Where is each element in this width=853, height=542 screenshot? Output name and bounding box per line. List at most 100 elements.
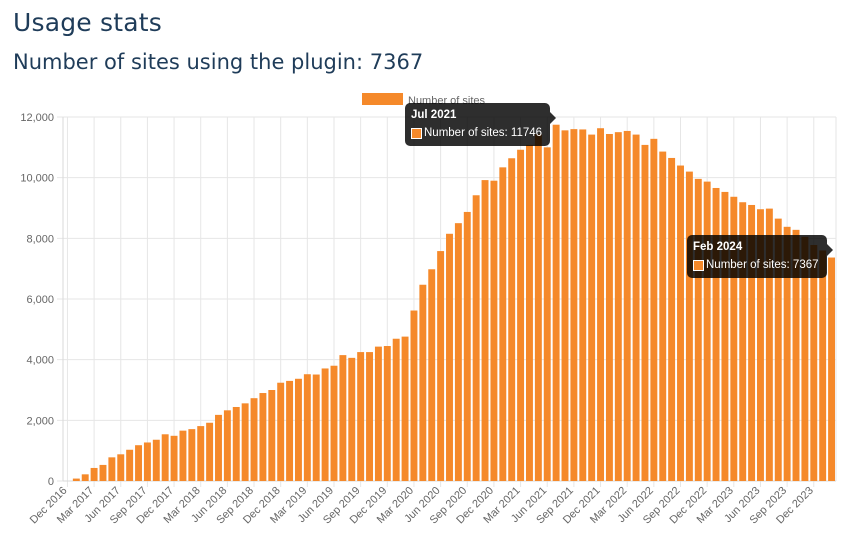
y-tick-label: 12,000	[20, 112, 54, 124]
bar[interactable]	[694, 178, 702, 481]
bar[interactable]	[303, 374, 311, 481]
bar[interactable]	[552, 124, 560, 482]
bar[interactable]	[366, 352, 373, 481]
page-subtitle: Number of sites using the plugin: 7367	[13, 50, 424, 74]
tooltip-swatch	[411, 127, 422, 139]
bar[interactable]	[357, 352, 365, 481]
bar[interactable]	[605, 133, 613, 481]
tooltip-title: Feb 2024	[693, 241, 743, 253]
bar[interactable]	[90, 467, 98, 481]
bar[interactable]	[215, 414, 222, 481]
bar[interactable]	[561, 130, 569, 481]
tooltip-peak: Jul 2021 Number of sites: 11746	[405, 103, 557, 146]
bar[interactable]	[632, 134, 640, 482]
bar[interactable]	[383, 346, 391, 481]
y-tick-label: 6,000	[26, 294, 54, 306]
bar[interactable]	[765, 208, 773, 481]
bar[interactable]	[392, 338, 400, 481]
bar[interactable]	[499, 167, 507, 481]
bar[interactable]	[490, 180, 498, 481]
bar[interactable]	[534, 133, 542, 481]
bar[interactable]	[748, 204, 756, 481]
y-tick-label: 8,000	[26, 233, 54, 245]
tooltip-label: Number of sites: 7367	[706, 259, 819, 271]
bar[interactable]	[143, 442, 151, 481]
tooltip-caret	[550, 112, 557, 124]
bar[interactable]	[801, 236, 809, 481]
y-tick-label: 2,000	[26, 415, 54, 427]
bar[interactable]	[241, 403, 249, 481]
bar[interactable]	[286, 380, 294, 481]
bar[interactable]	[588, 134, 596, 482]
bar[interactable]	[81, 474, 89, 481]
bar[interactable]	[614, 132, 622, 481]
bar[interactable]	[481, 180, 489, 482]
bar[interactable]	[508, 158, 516, 481]
bar[interactable]	[641, 144, 649, 481]
bar[interactable]	[570, 129, 578, 481]
bar[interactable]	[99, 464, 107, 481]
bar[interactable]	[294, 378, 302, 481]
bar[interactable]	[179, 430, 187, 481]
tooltip-swatch	[693, 259, 704, 271]
bar[interactable]	[72, 478, 80, 481]
bar[interactable]	[197, 426, 205, 481]
bar[interactable]	[703, 181, 711, 482]
bar[interactable]	[170, 435, 178, 481]
bar[interactable]	[321, 368, 329, 481]
bar[interactable]	[206, 422, 214, 481]
bar[interactable]	[623, 130, 631, 481]
bar[interactable]	[135, 445, 142, 481]
bar[interactable]	[268, 390, 276, 481]
bar[interactable]	[161, 434, 169, 481]
bar[interactable]	[579, 129, 587, 482]
bar[interactable]	[739, 202, 747, 481]
bar[interactable]	[757, 209, 764, 482]
bar[interactable]	[810, 245, 818, 481]
bar[interactable]	[828, 257, 836, 481]
bar[interactable]	[819, 250, 827, 481]
bar[interactable]	[463, 211, 471, 481]
bar[interactable]	[126, 449, 134, 481]
bar[interactable]	[472, 195, 480, 481]
y-axis: 0 2,000 4,000 6,000 8,000 10,000 12,000	[20, 112, 54, 488]
bar[interactable]	[188, 429, 196, 481]
bar[interactable]	[330, 365, 338, 481]
bar[interactable]	[597, 128, 605, 481]
bar[interactable]	[259, 393, 267, 481]
bar[interactable]	[659, 151, 667, 481]
bar[interactable]	[401, 336, 409, 481]
tooltip-caret	[826, 244, 833, 256]
bar[interactable]	[339, 355, 347, 481]
bar[interactable]	[232, 406, 240, 481]
bar[interactable]	[650, 138, 658, 481]
bar[interactable]	[792, 229, 800, 481]
bar[interactable]	[108, 457, 116, 481]
bar[interactable]	[348, 357, 356, 481]
bar[interactable]	[223, 410, 231, 481]
bar[interactable]	[374, 346, 382, 481]
bar[interactable]	[517, 149, 525, 481]
bar[interactable]	[410, 310, 418, 481]
bar[interactable]	[117, 454, 125, 481]
bar[interactable]	[446, 233, 453, 481]
bar[interactable]	[668, 157, 676, 481]
bar[interactable]	[730, 196, 738, 481]
bar[interactable]	[419, 284, 427, 481]
bar[interactable]	[677, 165, 684, 482]
bar[interactable]	[526, 144, 533, 481]
bar[interactable]	[454, 223, 462, 481]
bar[interactable]	[721, 191, 729, 481]
bar[interactable]	[712, 187, 720, 482]
bar[interactable]	[250, 398, 258, 481]
bar[interactable]	[152, 439, 160, 481]
bar[interactable]	[277, 382, 285, 481]
bar[interactable]	[543, 147, 551, 482]
bar[interactable]	[685, 171, 693, 481]
bar[interactable]	[312, 374, 320, 481]
bar[interactable]	[783, 226, 791, 481]
bar[interactable]	[774, 218, 782, 481]
chart-bars	[72, 124, 836, 482]
bar[interactable]	[428, 269, 436, 481]
bar[interactable]	[437, 251, 445, 481]
